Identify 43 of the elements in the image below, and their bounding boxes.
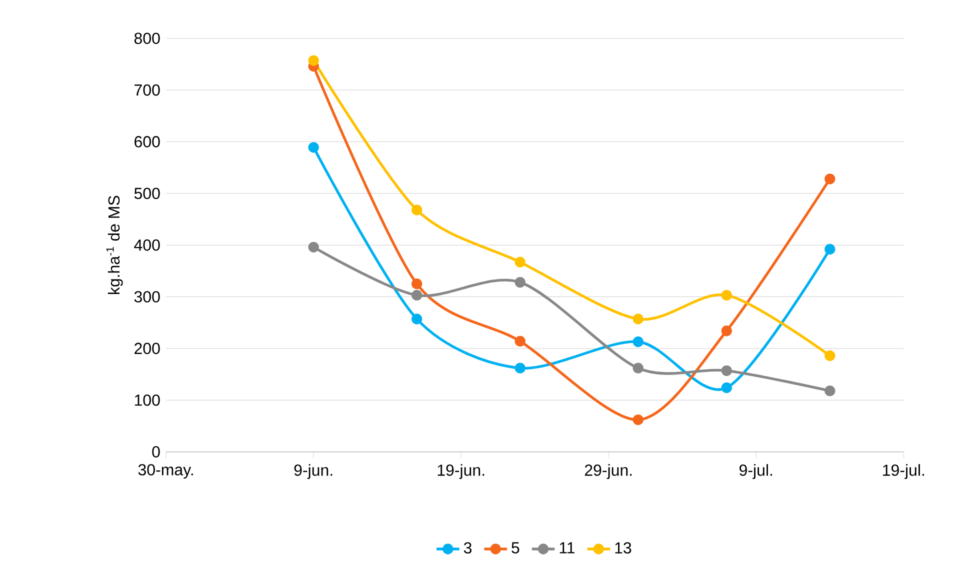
legend-label: 11: [560, 542, 574, 554]
point: [514, 336, 526, 347]
point: [632, 314, 644, 324]
x-tick-label: 19-jul.: [883, 464, 924, 480]
point: [721, 382, 732, 394]
point: [412, 290, 422, 301]
point: [514, 362, 526, 374]
point: [308, 142, 319, 153]
point: [632, 414, 644, 426]
point: [514, 256, 526, 268]
point: [824, 174, 836, 184]
point: [514, 277, 526, 288]
legend-label: 13: [615, 542, 632, 554]
point: [632, 336, 644, 348]
y-tick-label: 200: [134, 342, 160, 354]
point: [632, 362, 644, 374]
x-tick-label: 9-jun.: [294, 464, 332, 480]
y-tick-label: 300: [134, 291, 160, 302]
y-tick-label: 800: [134, 32, 160, 44]
point: [721, 365, 732, 376]
legend-label: 3: [464, 542, 472, 554]
point: [308, 242, 319, 253]
point: [412, 278, 422, 290]
point: [721, 326, 732, 336]
point: [308, 55, 319, 66]
y-tick-label: 700: [134, 84, 160, 96]
point: [412, 204, 422, 216]
point: [824, 386, 836, 396]
point: [824, 244, 836, 255]
point: [721, 290, 732, 301]
y-tick-label: 400: [134, 239, 160, 251]
legend-label: 5: [512, 542, 520, 554]
point: [412, 314, 422, 324]
x-tick-label: 19-jun.: [438, 464, 484, 480]
x-tick-label: 9-jul.: [740, 464, 772, 480]
x-tick-label: 30-may.: [138, 464, 193, 479]
point: [824, 350, 836, 362]
y-tick-label: 100: [134, 394, 160, 406]
y-tick-label: 500: [134, 188, 160, 200]
y-tick-label: 0: [152, 446, 160, 458]
y-tick-label: 600: [134, 136, 160, 148]
x-tick-label: 29-jun.: [584, 464, 632, 480]
y-axis-title: kg.ha$^{-1}$ de MS: [106, 196, 123, 294]
